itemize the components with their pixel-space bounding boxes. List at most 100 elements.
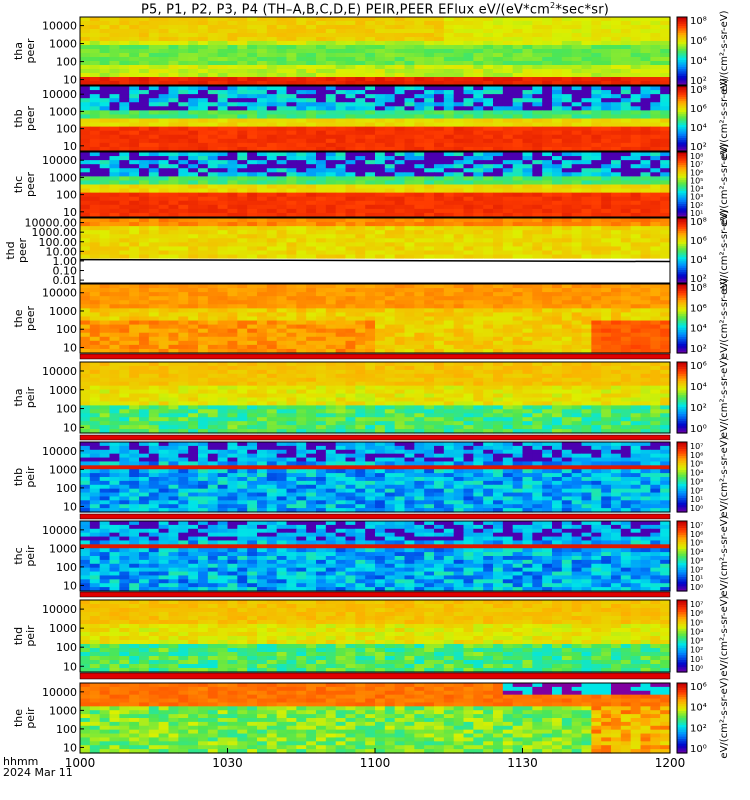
heatmap-cell xyxy=(139,316,150,322)
heatmap-cell xyxy=(414,53,425,58)
heatmap-cell xyxy=(99,222,111,227)
heatmap-cell xyxy=(591,288,602,293)
heatmap-cell xyxy=(512,106,524,111)
heatmap-cell xyxy=(571,45,583,50)
heatmap-cell xyxy=(552,180,563,186)
heatmap-cell xyxy=(620,142,632,148)
heatmap-cell xyxy=(80,37,91,42)
heatmap-cell xyxy=(158,114,170,120)
heatmap-cell xyxy=(316,102,327,107)
heatmap-cell xyxy=(178,208,189,214)
heatmap-cell xyxy=(178,25,189,30)
heatmap-cell xyxy=(561,270,573,276)
y-tick-label: 10000 xyxy=(42,88,77,101)
heatmap-cell xyxy=(483,90,494,95)
heatmap-cell xyxy=(266,57,278,62)
heatmap-cell xyxy=(335,61,347,66)
heatmap-cell xyxy=(345,254,356,260)
heatmap-cell xyxy=(630,156,642,161)
heatmap-cell xyxy=(404,21,415,26)
heatmap-cell xyxy=(463,208,474,214)
heatmap-cell xyxy=(266,316,278,322)
heatmap-cell xyxy=(355,212,366,218)
heatmap-cell xyxy=(227,102,238,107)
heatmap-cell xyxy=(434,69,445,74)
heatmap-cell xyxy=(375,238,386,243)
heatmap-cell xyxy=(306,86,317,91)
heatmap-cell xyxy=(207,250,219,256)
heatmap-cell xyxy=(473,300,484,305)
heatmap-cell xyxy=(296,17,307,22)
heatmap-cell xyxy=(306,118,317,124)
heatmap-cell xyxy=(650,118,661,124)
heatmap-cell xyxy=(247,340,258,346)
heatmap-cell xyxy=(178,130,189,136)
heatmap-cell xyxy=(522,53,533,58)
heatmap-cell xyxy=(414,184,425,190)
heatmap-cell xyxy=(89,324,101,330)
heatmap-cell xyxy=(414,61,425,66)
heatmap-cell xyxy=(355,266,366,272)
heatmap-cell xyxy=(463,138,474,144)
heatmap-cell xyxy=(237,278,248,284)
heatmap-cell xyxy=(139,81,150,86)
heatmap-cell xyxy=(611,160,622,165)
panel-frame xyxy=(79,217,671,284)
heatmap-cell xyxy=(443,156,455,161)
heatmap-cell xyxy=(365,29,376,34)
heatmap-cell xyxy=(276,200,288,206)
heatmap-cell xyxy=(552,296,563,301)
heatmap-cell xyxy=(375,98,386,103)
heatmap-cell xyxy=(414,238,425,243)
heatmap-cell xyxy=(581,176,592,182)
heatmap-cell xyxy=(453,316,465,322)
colorbar-tick-label: 10¹ xyxy=(690,209,703,218)
heatmap-cell xyxy=(109,204,120,210)
heatmap-cell xyxy=(335,332,347,338)
heatmap-cell xyxy=(581,278,592,284)
heatmap-cell xyxy=(394,168,406,173)
heatmap-cell xyxy=(345,152,356,157)
heatmap-cell xyxy=(178,114,189,120)
heatmap-cell xyxy=(443,278,455,284)
heatmap-cell xyxy=(227,278,238,284)
heatmap-cell xyxy=(198,300,209,305)
heatmap-cell xyxy=(188,242,199,248)
heatmap-cell xyxy=(188,234,199,239)
heatmap-cell xyxy=(365,250,376,256)
heatmap-cell xyxy=(512,184,524,190)
heatmap-cell xyxy=(384,270,396,276)
heatmap-cell xyxy=(414,25,425,30)
colorbar-segment xyxy=(677,57,687,61)
heatmap-cell xyxy=(109,77,120,82)
heatmap-cell xyxy=(227,142,238,148)
heatmap-cell xyxy=(139,180,150,186)
heatmap-cell xyxy=(443,172,455,177)
heatmap-cell xyxy=(129,212,140,218)
heatmap-cell xyxy=(188,49,199,54)
heatmap-cell xyxy=(168,304,179,309)
heatmap-cell xyxy=(257,17,268,22)
heatmap-cell xyxy=(80,122,91,128)
heatmap-cell xyxy=(227,192,238,198)
heatmap-cell xyxy=(640,172,651,177)
heatmap-cell xyxy=(591,61,602,66)
heatmap-cell xyxy=(394,230,406,235)
heatmap-cell xyxy=(443,222,455,227)
heatmap-cell xyxy=(375,316,386,322)
heatmap-cell xyxy=(257,94,268,99)
heatmap-cell xyxy=(493,33,504,38)
heatmap-cell xyxy=(158,340,170,346)
heatmap-cell xyxy=(296,188,307,194)
heatmap-cell xyxy=(237,146,248,152)
heatmap-cell xyxy=(650,69,661,74)
heatmap-cell xyxy=(561,254,573,260)
heatmap-cell xyxy=(217,262,229,268)
heatmap-cell xyxy=(552,86,563,91)
heatmap-cell xyxy=(257,21,268,26)
heatmap-cell xyxy=(168,37,179,42)
heatmap-cell xyxy=(306,164,317,169)
heatmap-cell xyxy=(148,29,160,34)
heatmap-cell xyxy=(217,300,229,305)
heatmap-cell xyxy=(640,246,651,252)
